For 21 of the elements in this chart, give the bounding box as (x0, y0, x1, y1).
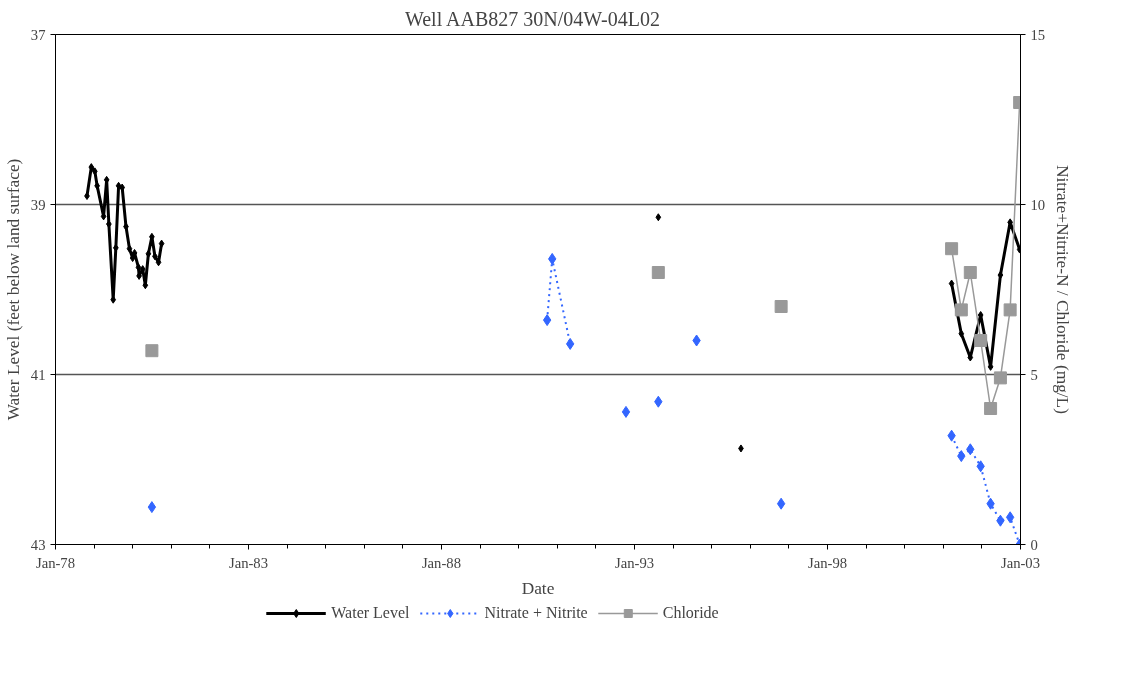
y2-tick-label: 0 (1030, 536, 1038, 553)
x-tick-label: Jan-83 (228, 554, 269, 571)
legend-label: Chloride (662, 604, 719, 622)
legend-label: Nitrate + Nitrite (484, 604, 588, 622)
x-tick-label: Jan-93 (615, 554, 655, 571)
x-tick-label: Jan-78 (35, 554, 76, 571)
y2-tick-label: 15 (1030, 26, 1046, 43)
y-axis-title: Water Level (feet below land surface) (3, 158, 23, 421)
y2-tick-label: 5 (1030, 366, 1038, 383)
x-tick-label: Jan-03 (1000, 554, 1041, 571)
x-axis-title: Date (521, 578, 555, 598)
legend-label: Water Level (331, 604, 410, 622)
x-tick-label: Jan-88 (421, 554, 461, 571)
x-tick-label: Jan-98 (807, 554, 848, 571)
y2-tick-label: 10 (1030, 196, 1046, 213)
y-tick-label: 39 (30, 196, 46, 213)
y-tick-label: 37 (30, 26, 46, 43)
y2-axis-title: Nitrate+Nitrite-N / Chloride (mg/L) (1053, 165, 1073, 415)
chart-title: Well AAB827 30N/04W-04L02 (404, 7, 660, 30)
y-tick-label: 41 (30, 366, 46, 383)
y-tick-label: 43 (30, 536, 46, 553)
